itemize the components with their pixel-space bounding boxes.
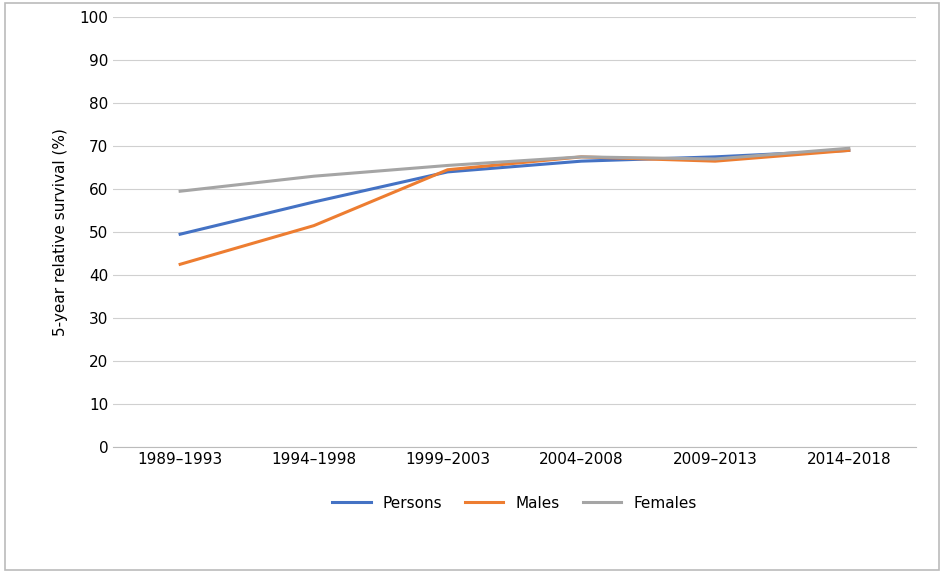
Persons [175, 231, 186, 238]
Males [576, 154, 587, 160]
Females [308, 173, 319, 180]
Females [576, 154, 587, 160]
Persons [843, 147, 854, 154]
Line: Females: Females [180, 148, 849, 191]
Females [442, 162, 453, 169]
Y-axis label: 5-year relative survival (%): 5-year relative survival (%) [54, 128, 68, 336]
Persons [710, 154, 721, 160]
Males [442, 166, 453, 173]
Males [175, 261, 186, 268]
Persons [442, 168, 453, 175]
Females [843, 145, 854, 152]
Females [710, 156, 721, 163]
Males [308, 222, 319, 229]
Legend: Persons, Males, Females: Persons, Males, Females [327, 489, 702, 517]
Line: Persons: Persons [180, 151, 849, 234]
Line: Males: Males [180, 151, 849, 264]
Persons [308, 199, 319, 206]
Males [710, 158, 721, 164]
Persons [576, 158, 587, 164]
Males [843, 147, 854, 154]
Females [175, 188, 186, 195]
